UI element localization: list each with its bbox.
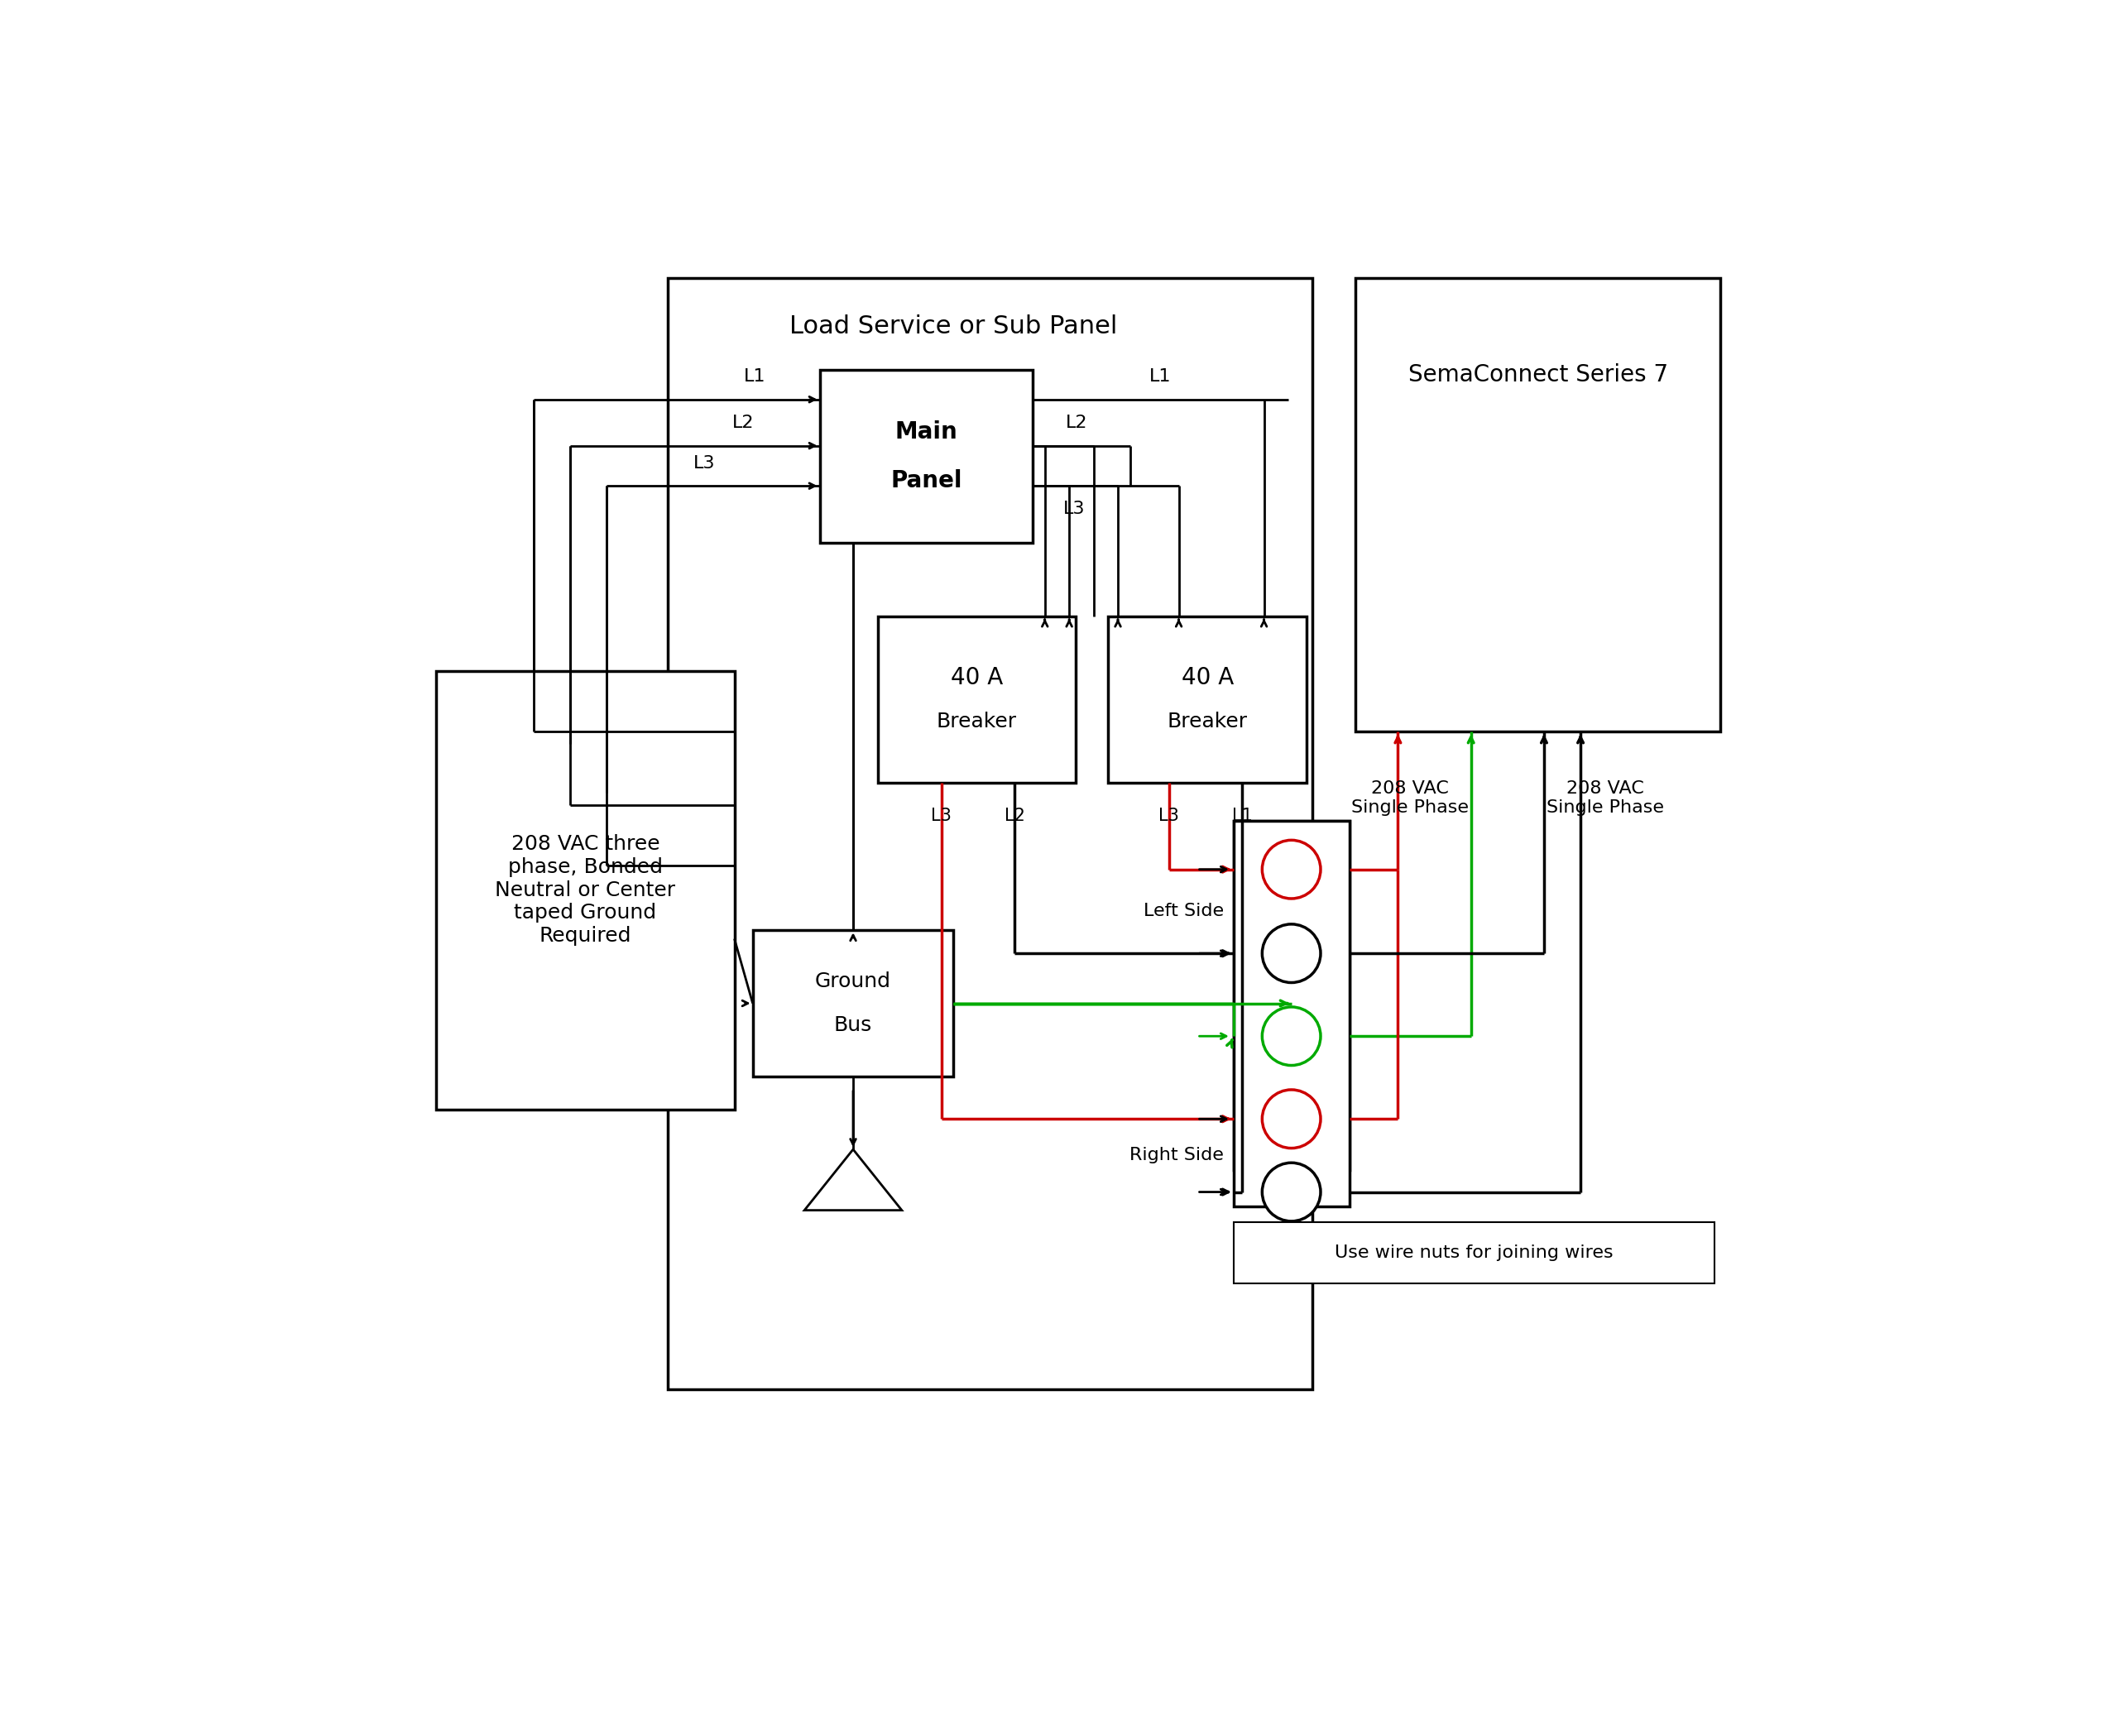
- Text: 208 VAC
Single Phase: 208 VAC Single Phase: [1350, 781, 1469, 816]
- Text: Right Side: Right Side: [1129, 1147, 1224, 1163]
- Text: 40 A: 40 A: [1182, 667, 1234, 689]
- Bar: [878, 616, 1076, 783]
- Circle shape: [1262, 1007, 1321, 1066]
- Circle shape: [1262, 1163, 1321, 1220]
- Text: L1: L1: [745, 368, 766, 385]
- Text: 208 VAC three
phase, Bonded
Neutral or Center
taped Ground
Required: 208 VAC three phase, Bonded Neutral or C…: [496, 833, 675, 946]
- Bar: [667, 278, 1312, 1389]
- Bar: [1355, 278, 1720, 733]
- Text: Panel: Panel: [890, 469, 962, 493]
- Text: Load Service or Sub Panel: Load Service or Sub Panel: [789, 314, 1118, 339]
- Text: L1: L1: [1150, 368, 1171, 385]
- Text: Left Side: Left Side: [1144, 903, 1224, 920]
- Text: L3: L3: [931, 807, 952, 825]
- Bar: [437, 670, 734, 1109]
- Text: Breaker: Breaker: [937, 712, 1017, 731]
- Circle shape: [1262, 924, 1321, 983]
- Text: SemaConnect Series 7: SemaConnect Series 7: [1407, 363, 1667, 387]
- Text: Breaker: Breaker: [1167, 712, 1247, 731]
- Bar: [1234, 1222, 1715, 1283]
- Text: 208 VAC
Single Phase: 208 VAC Single Phase: [1547, 781, 1663, 816]
- Text: Ground: Ground: [814, 972, 890, 991]
- Text: Main: Main: [895, 420, 958, 444]
- Bar: [1234, 821, 1348, 1207]
- Text: L3: L3: [1158, 807, 1179, 825]
- Circle shape: [1262, 1090, 1321, 1147]
- Text: Bus: Bus: [833, 1016, 871, 1035]
- Bar: [1108, 616, 1306, 783]
- Bar: [819, 370, 1032, 543]
- Bar: [753, 930, 954, 1076]
- Text: L3: L3: [692, 455, 715, 470]
- Text: 40 A: 40 A: [949, 667, 1002, 689]
- Text: L2: L2: [732, 415, 753, 431]
- Text: L2: L2: [1066, 415, 1087, 431]
- Text: L1: L1: [1232, 807, 1253, 825]
- Text: L3: L3: [1063, 500, 1085, 517]
- Bar: [1234, 821, 1348, 1170]
- Text: Use wire nuts for joining wires: Use wire nuts for joining wires: [1336, 1245, 1614, 1260]
- Text: L2: L2: [1004, 807, 1025, 825]
- Circle shape: [1262, 840, 1321, 899]
